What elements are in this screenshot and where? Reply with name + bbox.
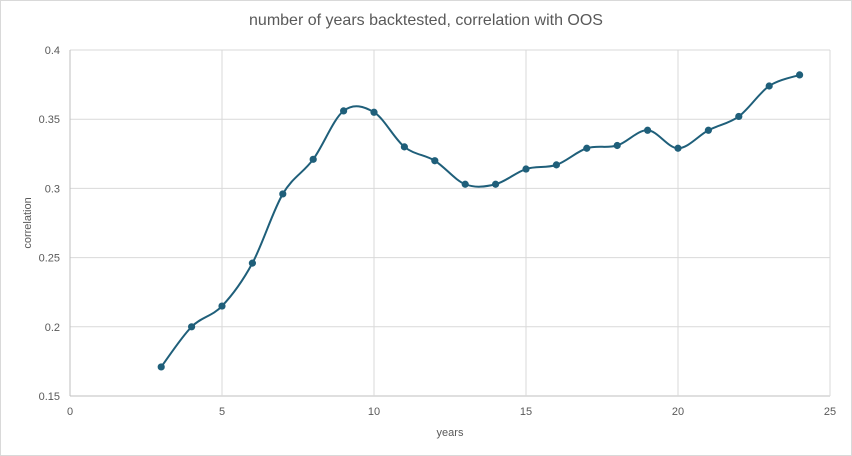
x-tick-label: 0 [67,406,73,418]
data-point [340,107,348,115]
data-point [613,141,621,150]
data-point [765,82,773,90]
x-tick-label: 10 [368,406,380,418]
data-point [644,126,652,134]
y-axis-label: correlation [22,197,34,248]
data-point [279,190,287,198]
y-tick-label: 0.2 [45,322,60,334]
data-point [704,126,713,134]
x-axis-label: years [437,427,464,439]
data-point [188,323,196,331]
data-point [522,165,530,173]
y-tick-label: 0.4 [45,45,60,57]
x-tick-label: 5 [219,406,225,418]
data-point [796,71,804,79]
series-layer [157,71,804,371]
x-tick-label: 25 [824,406,836,418]
series-line [160,73,800,368]
data-point [431,157,439,165]
y-tick-label: 0.15 [39,391,60,403]
x-tick-label: 20 [672,406,684,418]
data-point [583,144,591,152]
data-point [157,363,165,371]
y-tick-label: 0.25 [39,253,60,265]
data-point [218,302,226,310]
data-point [370,108,378,116]
y-tick-label: 0.3 [45,183,60,195]
y-tick-label: 0.35 [39,114,60,126]
data-point [492,180,500,188]
data-point [552,161,561,169]
grid-layer [69,49,831,397]
chart-title: number of years backtested, correlation … [249,12,603,29]
x-tick-label: 15 [520,406,532,418]
data-point [248,259,256,267]
data-point [309,155,317,163]
data-point [674,144,682,152]
data-point [461,180,469,188]
data-point [735,112,743,121]
data-point [400,143,408,151]
tick-layer: 0.15 0.2 0.25 0.3 0.35 0.4 0 5 10 15 20 25 [39,45,837,418]
